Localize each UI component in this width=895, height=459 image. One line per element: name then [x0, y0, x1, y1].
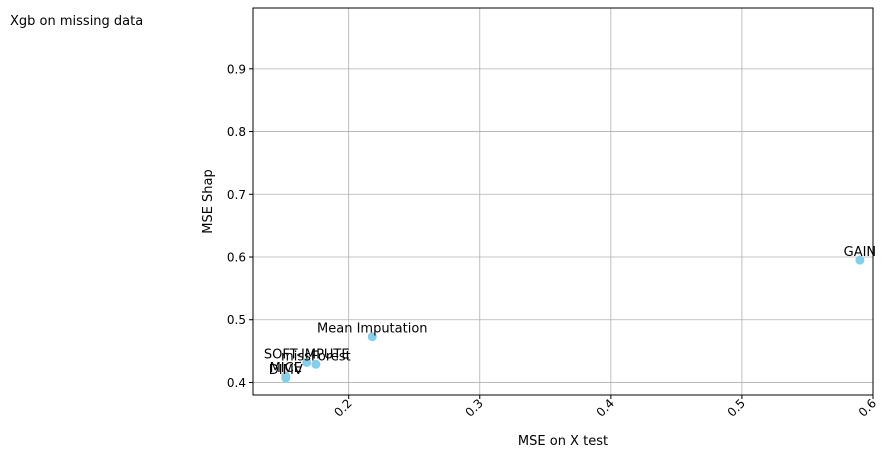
data-point [855, 255, 865, 265]
data-point [367, 332, 377, 342]
plot-frame [252, 7, 874, 396]
x-tick-label: 0.2 [331, 396, 354, 419]
x-tick-label: 0.5 [725, 396, 748, 419]
y-tick-label: 0.9 [227, 62, 246, 76]
point-label: GAIN [844, 245, 877, 260]
page-title: Xgb on missing data [10, 14, 144, 29]
y-axis-ticks: 0.4 0.5 0.6 0.7 0.8 0.9 [227, 62, 253, 390]
point-label: SOFT-IMPUTE [264, 347, 350, 362]
x-tick-label: 0.3 [462, 396, 485, 419]
x-tick-label: 0.4 [594, 396, 617, 419]
y-tick-label: 0.7 [227, 188, 246, 202]
data-point [281, 373, 291, 383]
data-point [302, 357, 312, 367]
point-labels: GAIN Mean Imputation SOFT-IMPUTEmissForest… [264, 245, 876, 378]
point-label: DIMV [269, 363, 303, 378]
y-tick-label: 0.6 [227, 251, 246, 265]
point-label: MICE [270, 361, 302, 376]
y-tick-label: 0.4 [227, 376, 246, 390]
grid-lines [253, 8, 874, 395]
y-axis-label: MSE Shap [201, 169, 216, 234]
point-label: Mean Imputation [317, 322, 428, 337]
data-points [281, 255, 865, 383]
y-tick-label: 0.5 [227, 313, 246, 327]
x-axis-label: MSE on X test [518, 434, 608, 449]
y-tick-label: 0.8 [227, 125, 246, 139]
point-label: missForest [281, 349, 351, 364]
x-tick-label: 0.6 [856, 396, 879, 419]
x-axis-ticks: 0.2 0.3 0.4 0.5 0.6 [331, 395, 879, 420]
data-point [311, 359, 321, 369]
